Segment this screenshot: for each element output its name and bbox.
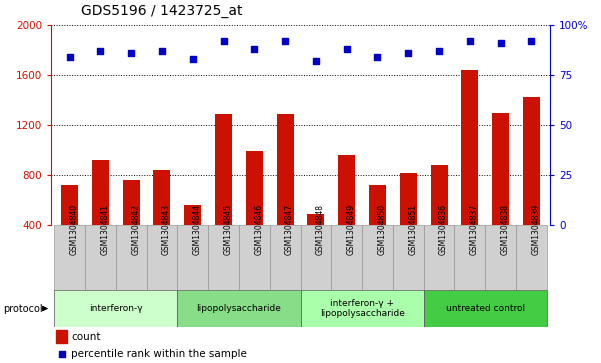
Bar (56, 330, 67, 343)
Bar (424, 290, 547, 327)
Bar (338, 155, 355, 225)
Text: GSM1304845: GSM1304845 (224, 204, 233, 255)
Point (126, 50, 136, 56)
Point (157, 48, 166, 54)
Bar (424, 225, 454, 290)
Text: GSM1304844: GSM1304844 (193, 204, 202, 255)
Bar (116, 225, 147, 290)
Bar (239, 225, 270, 290)
Bar (400, 173, 416, 225)
Text: GSM1304839: GSM1304839 (531, 204, 540, 255)
Point (249, 46, 259, 52)
Text: interferon-γ: interferon-γ (89, 304, 142, 313)
Bar (300, 290, 424, 327)
Point (342, 46, 352, 52)
Bar (177, 225, 208, 290)
Text: GSM1304850: GSM1304850 (377, 204, 386, 255)
Text: GDS5196 / 1423725_at: GDS5196 / 1423725_at (81, 4, 243, 18)
Point (435, 48, 444, 54)
Bar (177, 290, 300, 327)
Text: count: count (71, 332, 100, 342)
Bar (462, 70, 478, 225)
Text: GSM1304840: GSM1304840 (70, 204, 79, 255)
Point (373, 54, 382, 60)
Text: GSM1304846: GSM1304846 (254, 204, 263, 255)
Bar (85, 225, 116, 290)
Text: GSM1304843: GSM1304843 (162, 204, 171, 255)
Bar (153, 170, 171, 225)
Bar (516, 225, 547, 290)
Bar (331, 225, 362, 290)
Point (526, 38, 536, 44)
Text: percentile rank within the sample: percentile rank within the sample (71, 349, 247, 359)
Bar (300, 225, 331, 290)
Point (280, 38, 290, 44)
Bar (208, 225, 239, 290)
Bar (523, 97, 540, 225)
Bar (61, 185, 78, 225)
Text: interferon-γ +
lipopolysaccharide: interferon-γ + lipopolysaccharide (320, 299, 404, 318)
Bar (492, 113, 509, 225)
Bar (123, 180, 139, 225)
Bar (393, 225, 424, 290)
Bar (54, 290, 177, 327)
Text: GSM1304836: GSM1304836 (439, 204, 448, 255)
Text: protocol: protocol (3, 303, 43, 314)
Bar (185, 205, 201, 225)
Point (465, 38, 475, 44)
Text: GSM1304842: GSM1304842 (131, 204, 140, 255)
Text: GSM1304841: GSM1304841 (100, 204, 109, 255)
Text: untreated control: untreated control (446, 304, 525, 313)
Bar (485, 225, 516, 290)
Point (188, 56, 198, 62)
Text: GSM1304837: GSM1304837 (470, 204, 479, 255)
Text: GSM1304847: GSM1304847 (285, 204, 294, 255)
Text: GSM1304851: GSM1304851 (408, 204, 417, 255)
Point (496, 40, 505, 46)
Bar (270, 225, 300, 290)
Bar (215, 114, 232, 225)
Bar (454, 225, 485, 290)
Bar (147, 225, 177, 290)
Text: GSM1304848: GSM1304848 (316, 204, 325, 255)
Point (219, 38, 228, 44)
Text: lipopolysaccharide: lipopolysaccharide (197, 304, 281, 313)
Point (311, 58, 321, 64)
Bar (369, 185, 386, 225)
Bar (246, 151, 263, 225)
Bar (308, 214, 325, 225)
Bar (92, 160, 109, 225)
Point (65, 54, 75, 60)
Point (96, 48, 105, 54)
Point (403, 50, 413, 56)
Bar (54, 225, 85, 290)
Bar (430, 165, 448, 225)
Bar (362, 225, 393, 290)
Text: GSM1304838: GSM1304838 (501, 204, 510, 255)
Bar (276, 114, 293, 225)
Text: GSM1304849: GSM1304849 (347, 204, 356, 255)
Point (56, 351, 66, 357)
